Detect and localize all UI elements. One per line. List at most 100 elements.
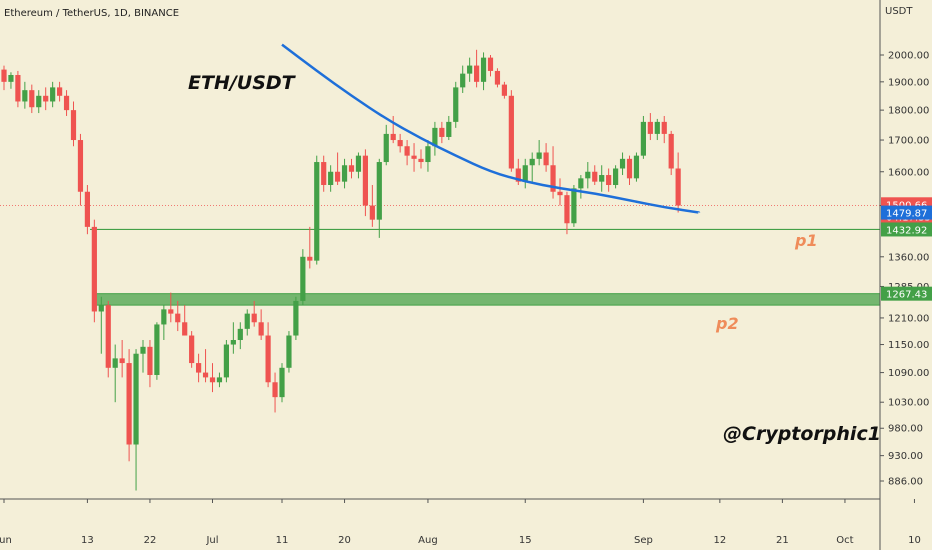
candle-body [439, 127, 445, 137]
candle-body [216, 377, 223, 383]
candle-body [515, 168, 521, 182]
moving-average-line [281, 43, 700, 214]
candle-body [383, 133, 389, 163]
candle-body [661, 121, 667, 134]
candle-body [613, 168, 619, 186]
support-zone-p2[interactable] [94, 293, 881, 306]
candle-body [467, 65, 473, 74]
symbol-header: Ethereum / TetherUS, 1D, BINANCE [4, 8, 179, 19]
price-tick-label: 1800.00 [888, 106, 929, 117]
candle-body [22, 90, 28, 102]
level-label-p2: p2 [715, 314, 739, 333]
time-axis[interactable]: Jun 13 22 Jul 11 20 Aug 15 Sep 12 21 Oct 10 [0, 499, 921, 546]
candle-body [404, 146, 410, 156]
candle-body [91, 226, 97, 312]
price-label-text: 1479.87 [886, 209, 927, 220]
candle-body [619, 158, 626, 169]
time-tick-label: Sep [634, 535, 653, 546]
candle-body [460, 73, 466, 88]
time-tick-label: 12 [713, 535, 726, 546]
candle-body [446, 121, 452, 137]
candle-body [77, 140, 84, 192]
candle-body [543, 152, 549, 166]
candlestick-series [1, 49, 681, 491]
candle-body [369, 205, 375, 220]
candle-body [626, 158, 633, 179]
price-tick-label: 1360.00 [888, 252, 929, 263]
price-tick-label: 1600.00 [888, 167, 929, 178]
candle-body [202, 372, 209, 378]
candle-body [411, 155, 417, 159]
time-tick-label: Jun [0, 535, 12, 546]
candle-body [36, 95, 42, 108]
candle-body [98, 305, 104, 312]
candle-body [557, 191, 563, 196]
candle-body [314, 162, 320, 261]
candle-body [578, 178, 584, 189]
candle-body [84, 191, 90, 227]
price-label-box [881, 222, 932, 237]
candle-body [119, 358, 125, 364]
chart-annotation-handle: @Cryptorphic1 [723, 423, 881, 445]
candle-body [647, 121, 653, 134]
candle-body [244, 313, 250, 329]
price-tick-label: 1150.00 [888, 340, 929, 351]
candle-body [251, 313, 257, 323]
candle-body [50, 87, 56, 102]
candle-body [335, 171, 341, 182]
candle-body [633, 155, 640, 179]
candle-body [675, 168, 681, 206]
price-tick-label: 1210.00 [888, 313, 929, 324]
time-tick-label: 13 [81, 535, 94, 546]
price-tick-label: 1030.00 [888, 398, 929, 409]
price-tick-label: 886.00 [888, 477, 923, 488]
candle-body [300, 256, 306, 301]
candle-body [341, 165, 348, 182]
candle-body [29, 90, 35, 108]
candle-body [182, 322, 188, 336]
candle-body [70, 110, 77, 141]
candle-body [63, 95, 70, 111]
moving-average-layer [281, 43, 700, 214]
candle-body [571, 188, 577, 224]
candle-body [668, 133, 674, 169]
candle-body [196, 363, 202, 373]
candle-body [293, 300, 299, 336]
candle-body [161, 309, 167, 325]
candle-body [15, 74, 21, 102]
time-tick-label: 10 [908, 535, 921, 546]
candle-body [480, 57, 487, 82]
candle-body [362, 155, 368, 206]
candle-body [8, 74, 14, 82]
candle-body [487, 57, 494, 71]
candle-body [522, 165, 528, 182]
time-tick-label: 11 [276, 535, 289, 546]
candle-body [592, 171, 598, 182]
time-tick-label: 15 [519, 535, 532, 546]
time-tick-label: Aug [418, 535, 438, 546]
candle-body [397, 140, 403, 147]
candle-body [126, 363, 132, 445]
candle-body [474, 65, 480, 82]
candle-body [606, 175, 612, 186]
candle-body [425, 146, 431, 163]
candle-body [536, 152, 542, 159]
candle-body [355, 155, 362, 172]
price-label-box [881, 286, 932, 301]
candle-body [453, 87, 459, 122]
price-label-text: 1432.92 [886, 225, 927, 236]
price-tick-label: 2000.00 [888, 51, 929, 62]
candle-body [112, 358, 118, 368]
currency-label: USDT [885, 6, 913, 17]
price-tick-label: 980.00 [888, 424, 923, 435]
candle-body [654, 121, 660, 134]
candle-body [1, 69, 7, 82]
candle-body [418, 158, 424, 163]
candle-body [223, 344, 229, 378]
candle-body [529, 158, 535, 166]
candle-body [307, 256, 313, 261]
candle-body [230, 340, 236, 345]
time-tick-label: 22 [144, 535, 157, 546]
